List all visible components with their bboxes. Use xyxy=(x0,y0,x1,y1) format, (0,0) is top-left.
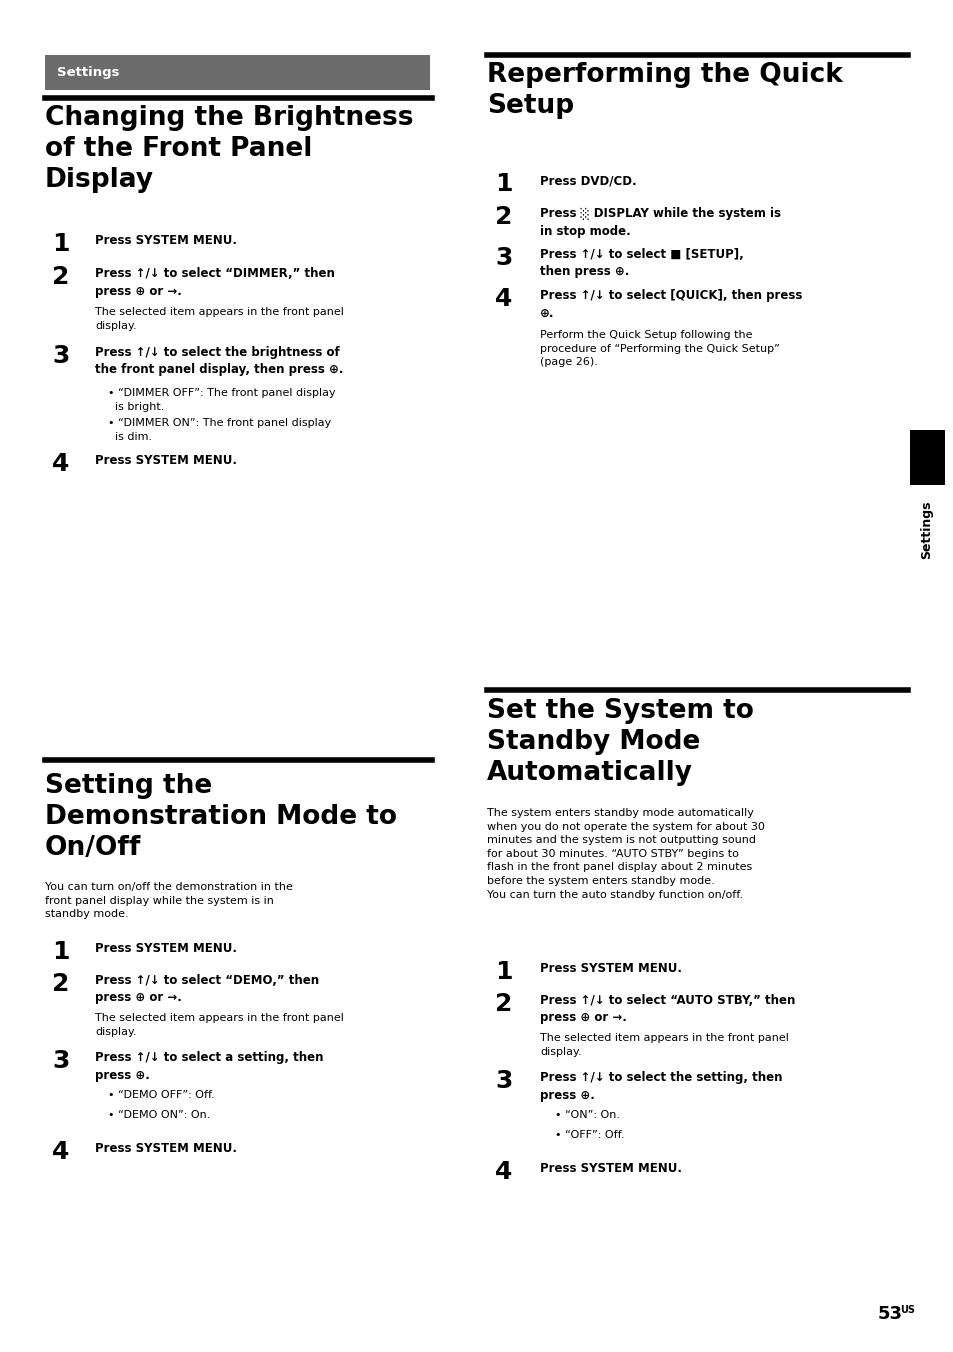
Text: Press ↑/↓ to select [QUICK], then press
⊕.: Press ↑/↓ to select [QUICK], then press … xyxy=(539,289,801,319)
Text: Set the System to
Standby Mode
Automatically: Set the System to Standby Mode Automatic… xyxy=(486,698,753,786)
Text: The selected item appears in the front panel
display.: The selected item appears in the front p… xyxy=(95,1013,343,1037)
Text: Press SYSTEM MENU.: Press SYSTEM MENU. xyxy=(95,234,236,247)
Text: 3: 3 xyxy=(52,1049,70,1073)
Text: Press ↑/↓ to select the setting, then
press ⊕.: Press ↑/↓ to select the setting, then pr… xyxy=(539,1071,781,1102)
Text: 4: 4 xyxy=(52,452,70,476)
Text: 4: 4 xyxy=(495,287,512,311)
Text: 1: 1 xyxy=(495,960,512,984)
Text: • “DEMO OFF”: Off.: • “DEMO OFF”: Off. xyxy=(108,1090,214,1101)
Text: • “ON”: On.: • “ON”: On. xyxy=(555,1110,619,1119)
Text: Press SYSTEM MENU.: Press SYSTEM MENU. xyxy=(95,942,236,955)
Text: Press ↑/↓ to select “AUTO STBY,” then
press ⊕ or →.: Press ↑/↓ to select “AUTO STBY,” then pr… xyxy=(539,994,795,1025)
Text: 2: 2 xyxy=(495,992,512,1015)
Text: 3: 3 xyxy=(495,246,512,270)
Text: Perform the Quick Setup following the
procedure of “Performing the Quick Setup”
: Perform the Quick Setup following the pr… xyxy=(539,330,779,368)
Text: Press ↑/↓ to select a setting, then
press ⊕.: Press ↑/↓ to select a setting, then pres… xyxy=(95,1051,323,1082)
Text: 1: 1 xyxy=(52,233,70,256)
Text: 4: 4 xyxy=(495,1160,512,1184)
Text: • “DIMMER ON”: The front panel display
  is dim.: • “DIMMER ON”: The front panel display i… xyxy=(108,418,331,442)
Text: You can turn on/off the demonstration in the
front panel display while the syste: You can turn on/off the demonstration in… xyxy=(45,882,293,919)
Text: Press ↑/↓ to select the brightness of
the front panel display, then press ⊕.: Press ↑/↓ to select the brightness of th… xyxy=(95,346,343,376)
Text: 3: 3 xyxy=(495,1069,512,1092)
Text: Press ↑/↓ to select “DEMO,” then
press ⊕ or →.: Press ↑/↓ to select “DEMO,” then press ⊕… xyxy=(95,973,319,1005)
Text: Reperforming the Quick
Setup: Reperforming the Quick Setup xyxy=(486,62,842,119)
Text: • “DIMMER OFF”: The front panel display
  is bright.: • “DIMMER OFF”: The front panel display … xyxy=(108,388,335,411)
Text: The selected item appears in the front panel
display.: The selected item appears in the front p… xyxy=(95,307,343,331)
Text: 53: 53 xyxy=(877,1305,902,1324)
Text: The system enters standby mode automatically
when you do not operate the system : The system enters standby mode automatic… xyxy=(486,808,764,899)
Text: Press SYSTEM MENU.: Press SYSTEM MENU. xyxy=(539,963,681,975)
Text: Settings: Settings xyxy=(57,66,119,78)
Text: 2: 2 xyxy=(495,206,512,228)
Text: 2: 2 xyxy=(52,265,70,289)
Text: Press ↑/↓ to select “DIMMER,” then
press ⊕ or →.: Press ↑/↓ to select “DIMMER,” then press… xyxy=(95,266,335,297)
Text: Press DVD/CD.: Press DVD/CD. xyxy=(539,174,636,187)
Text: Settings: Settings xyxy=(920,500,933,560)
Text: 3: 3 xyxy=(52,343,70,368)
Text: Changing the Brightness
of the Front Panel
Display: Changing the Brightness of the Front Pan… xyxy=(45,105,413,193)
Bar xyxy=(909,430,944,485)
Text: Press SYSTEM MENU.: Press SYSTEM MENU. xyxy=(95,1142,236,1155)
Bar xyxy=(45,55,430,91)
Text: 4: 4 xyxy=(52,1140,70,1164)
Text: Setting the
Demonstration Mode to
On/Off: Setting the Demonstration Mode to On/Off xyxy=(45,773,396,861)
Text: Press ↑/↓ to select ■ [SETUP],
then press ⊕.: Press ↑/↓ to select ■ [SETUP], then pres… xyxy=(539,247,743,279)
Text: 2: 2 xyxy=(52,972,70,996)
Text: 1: 1 xyxy=(52,940,70,964)
Text: The selected item appears in the front panel
display.: The selected item appears in the front p… xyxy=(539,1033,788,1057)
Text: 1: 1 xyxy=(495,172,512,196)
Text: • “DEMO ON”: On.: • “DEMO ON”: On. xyxy=(108,1110,211,1119)
Text: Press ░ DISPLAY while the system is
in stop mode.: Press ░ DISPLAY while the system is in s… xyxy=(539,207,781,238)
Text: • “OFF”: Off.: • “OFF”: Off. xyxy=(555,1130,624,1140)
Text: Press SYSTEM MENU.: Press SYSTEM MENU. xyxy=(539,1161,681,1175)
Text: Press SYSTEM MENU.: Press SYSTEM MENU. xyxy=(95,454,236,466)
Text: US: US xyxy=(899,1305,914,1315)
